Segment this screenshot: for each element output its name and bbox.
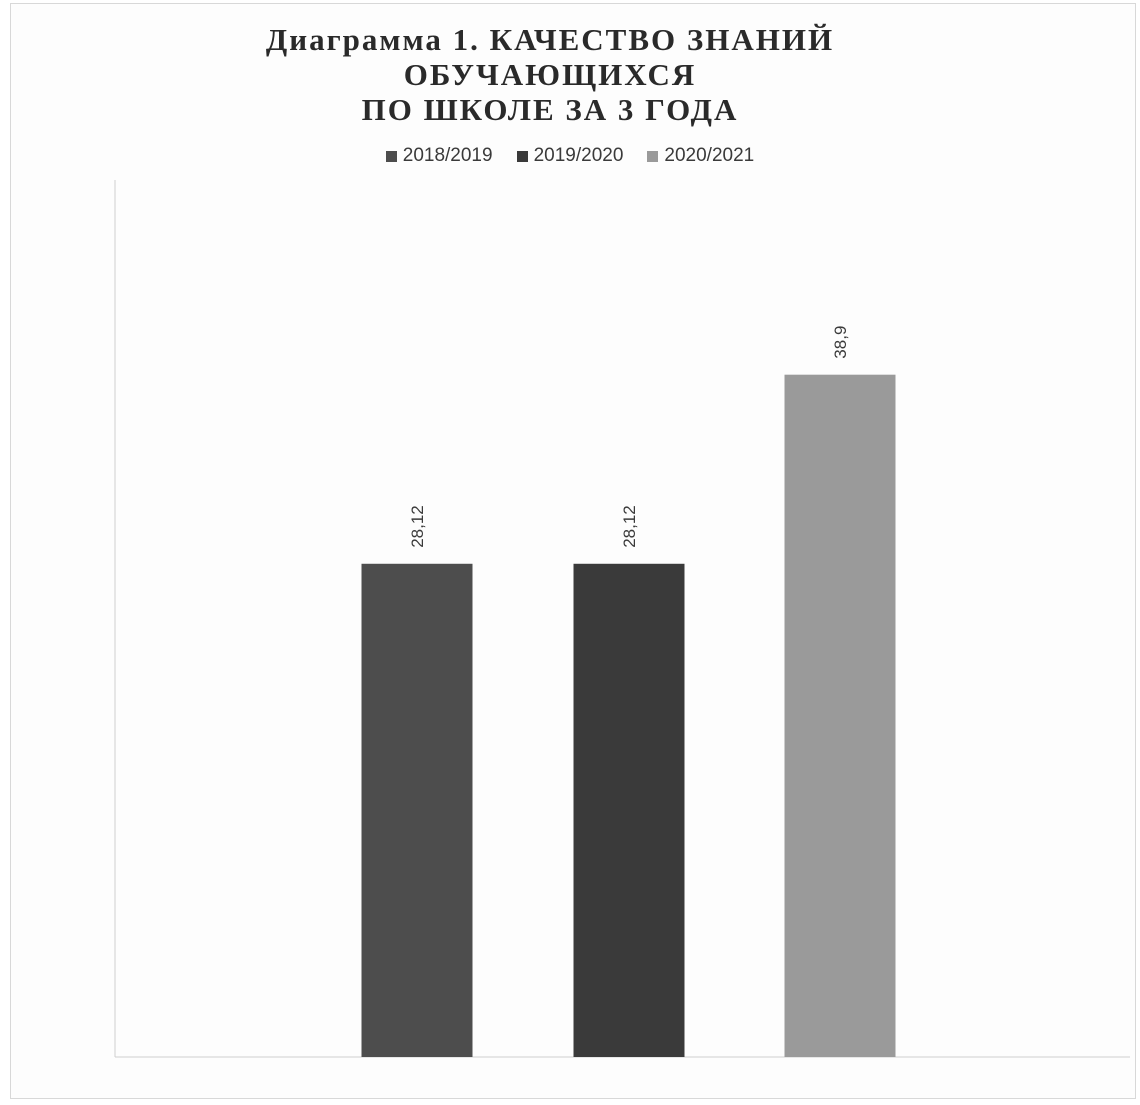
- legend-swatch-series-2: [516, 150, 528, 162]
- chart-legend: 2018/2019 2019/2020 2020/2021: [0, 143, 1140, 169]
- chart-title-line-2: ОБУЧАЮЩИХСЯ: [403, 57, 697, 92]
- chart-title-line-1: Диаграмма 1. КАЧЕСТВО ЗНАНИЙ: [265, 22, 835, 57]
- legend-label-series-3: 2020/2021: [664, 145, 755, 166]
- chart-title-line-3: ПО ШКОЛЕ ЗА 3 ГОДА: [361, 92, 739, 127]
- bar-series-2: [573, 563, 685, 1057]
- bars-group: 28,12 28,12 38,9: [361, 326, 896, 1058]
- bar-series-3: [784, 374, 896, 1058]
- legend-item-series-2: 2019/2020: [516, 143, 624, 169]
- legend-item-series-1: 2018/2019: [385, 143, 493, 169]
- legend-label-series-2: 2019/2020: [533, 145, 624, 166]
- legend-swatch-series-1: [385, 150, 397, 162]
- bar-series-1: [361, 563, 473, 1057]
- legend-swatch-series-3: [647, 150, 659, 162]
- chart-frame: [10, 3, 1136, 1099]
- data-label-series-1: 28,12: [408, 505, 427, 548]
- chart-title: Диаграмма 1. КАЧЕСТВО ЗНАНИЙ ОБУЧАЮЩИХСЯ…: [0, 22, 1100, 127]
- legend-item-series-3: 2020/2021: [647, 143, 754, 169]
- legend-label-series-1: 2018/2019: [402, 145, 493, 166]
- data-label-series-3: 38,9: [831, 326, 850, 359]
- data-label-series-2: 28,12: [620, 505, 639, 548]
